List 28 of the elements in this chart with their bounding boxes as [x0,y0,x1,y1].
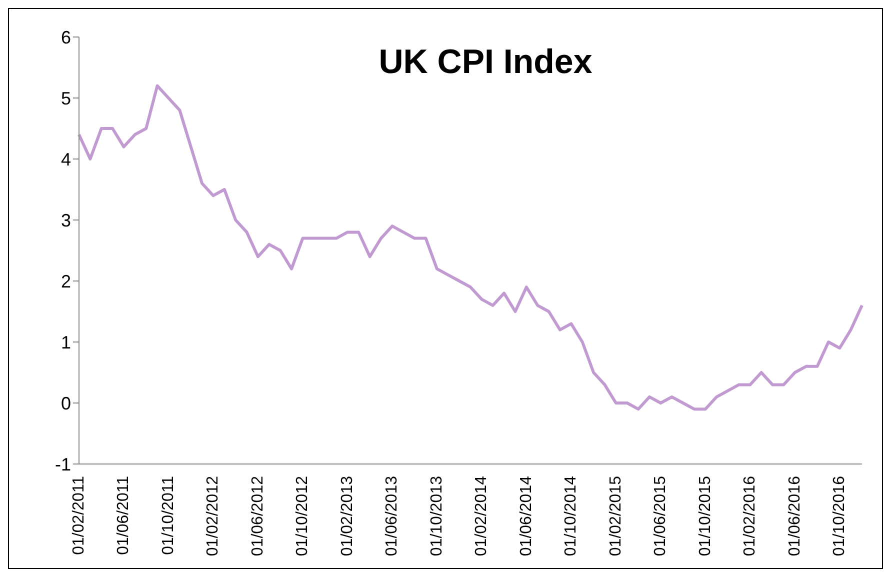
x-tick-label: 01/06/2015 [652,476,670,556]
x-tick-label: 01/10/2013 [428,476,446,556]
y-tick-label: 4 [60,149,71,170]
y-tick-label: -1 [54,454,71,474]
y-tick-label: 0 [60,393,71,414]
y-tick-label: 6 [60,27,71,48]
x-tick-label: 01/02/2016 [742,476,759,556]
x-tick-label: 01/06/2016 [786,476,804,556]
y-tick-label: 5 [60,88,71,108]
x-tick-label: 01/10/2016 [831,476,848,556]
x-tick-label: 01/02/2013 [338,476,356,556]
x-tick-label: 01/02/2014 [473,476,490,556]
x-tick-label: 01/10/2014 [562,476,580,556]
x-tick-label: 01/06/2011 [115,476,132,555]
x-tick-label: 01/06/2012 [249,476,266,556]
line-series [78,84,864,411]
chart-title: UK CPI Index [378,43,594,82]
x-tick-label: 01/10/2011 [160,476,177,555]
x-tick-label: 01/10/2012 [294,476,312,556]
x-tick-label: 01/06/2014 [518,476,535,556]
x-tick-label: 01/06/2013 [384,476,401,556]
x-tick-label: 01/10/2015 [696,476,714,556]
y-tick-label: 3 [60,210,71,230]
y-tick-label: 1 [60,332,71,352]
x-tick-label: 01/02/2015 [607,476,624,556]
x-tick-label: 01/02/2012 [204,476,222,556]
y-tick-label: 2 [60,271,71,292]
x-tick-label: 01/02/2011 [70,476,88,555]
